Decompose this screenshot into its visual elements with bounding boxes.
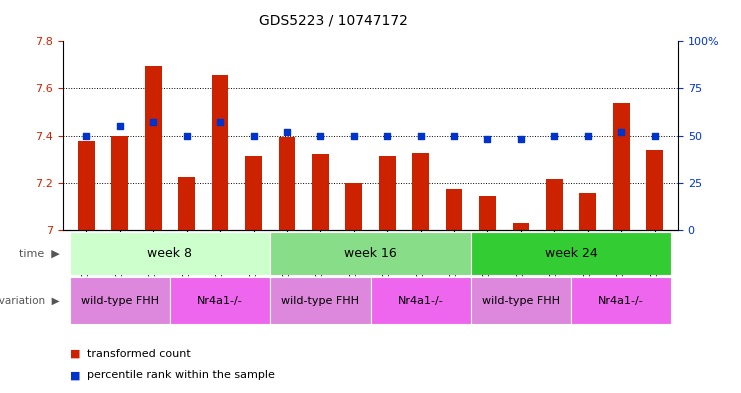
Bar	[70, 232, 270, 275]
Text: week 8: week 8	[147, 247, 193, 260]
Point	[515, 136, 527, 143]
Point	[382, 132, 393, 139]
Text: genotype/variation  ▶: genotype/variation ▶	[0, 296, 59, 306]
Bar	[245, 156, 262, 230]
Bar	[471, 232, 671, 275]
Bar	[179, 177, 195, 230]
Bar	[270, 277, 370, 324]
Bar	[546, 179, 562, 230]
Point	[482, 136, 494, 143]
Point	[548, 132, 560, 139]
Point	[348, 132, 359, 139]
Point	[448, 132, 460, 139]
Point	[648, 132, 660, 139]
Bar	[412, 153, 429, 230]
Text: time  ▶: time ▶	[19, 248, 59, 259]
Text: transformed count: transformed count	[87, 349, 190, 359]
Bar	[445, 189, 462, 230]
Point	[582, 132, 594, 139]
Bar	[479, 196, 496, 230]
Text: percentile rank within the sample: percentile rank within the sample	[87, 370, 275, 380]
Point	[615, 129, 627, 135]
Text: ■: ■	[70, 370, 81, 380]
Bar	[370, 277, 471, 324]
Point	[81, 132, 93, 139]
Bar	[379, 156, 396, 230]
Text: ■: ■	[70, 349, 81, 359]
Point	[214, 119, 226, 125]
Bar	[212, 75, 228, 230]
Bar	[270, 232, 471, 275]
Bar	[646, 150, 663, 230]
Bar	[471, 277, 571, 324]
Text: GDS5223 / 10747172: GDS5223 / 10747172	[259, 14, 408, 28]
Bar	[70, 277, 170, 324]
Bar	[170, 277, 270, 324]
Bar	[111, 136, 128, 230]
Bar	[613, 103, 630, 230]
Point	[114, 123, 126, 129]
Bar	[579, 193, 596, 230]
Text: week 16: week 16	[344, 247, 397, 260]
Bar	[312, 154, 329, 230]
Point	[281, 129, 293, 135]
Point	[415, 132, 427, 139]
Text: Nr4a1-/-: Nr4a1-/-	[197, 296, 243, 306]
Text: wild-type FHH: wild-type FHH	[81, 296, 159, 306]
Point	[147, 119, 159, 125]
Bar	[571, 277, 671, 324]
Text: Nr4a1-/-: Nr4a1-/-	[598, 296, 644, 306]
Text: Nr4a1-/-: Nr4a1-/-	[398, 296, 444, 306]
Bar	[78, 141, 95, 230]
Bar	[345, 183, 362, 230]
Point	[314, 132, 326, 139]
Text: wild-type FHH: wild-type FHH	[482, 296, 560, 306]
Bar	[279, 137, 296, 230]
Bar	[513, 223, 529, 230]
Bar	[145, 66, 162, 230]
Text: week 24: week 24	[545, 247, 597, 260]
Text: wild-type FHH: wild-type FHH	[282, 296, 359, 306]
Point	[247, 132, 259, 139]
Point	[181, 132, 193, 139]
